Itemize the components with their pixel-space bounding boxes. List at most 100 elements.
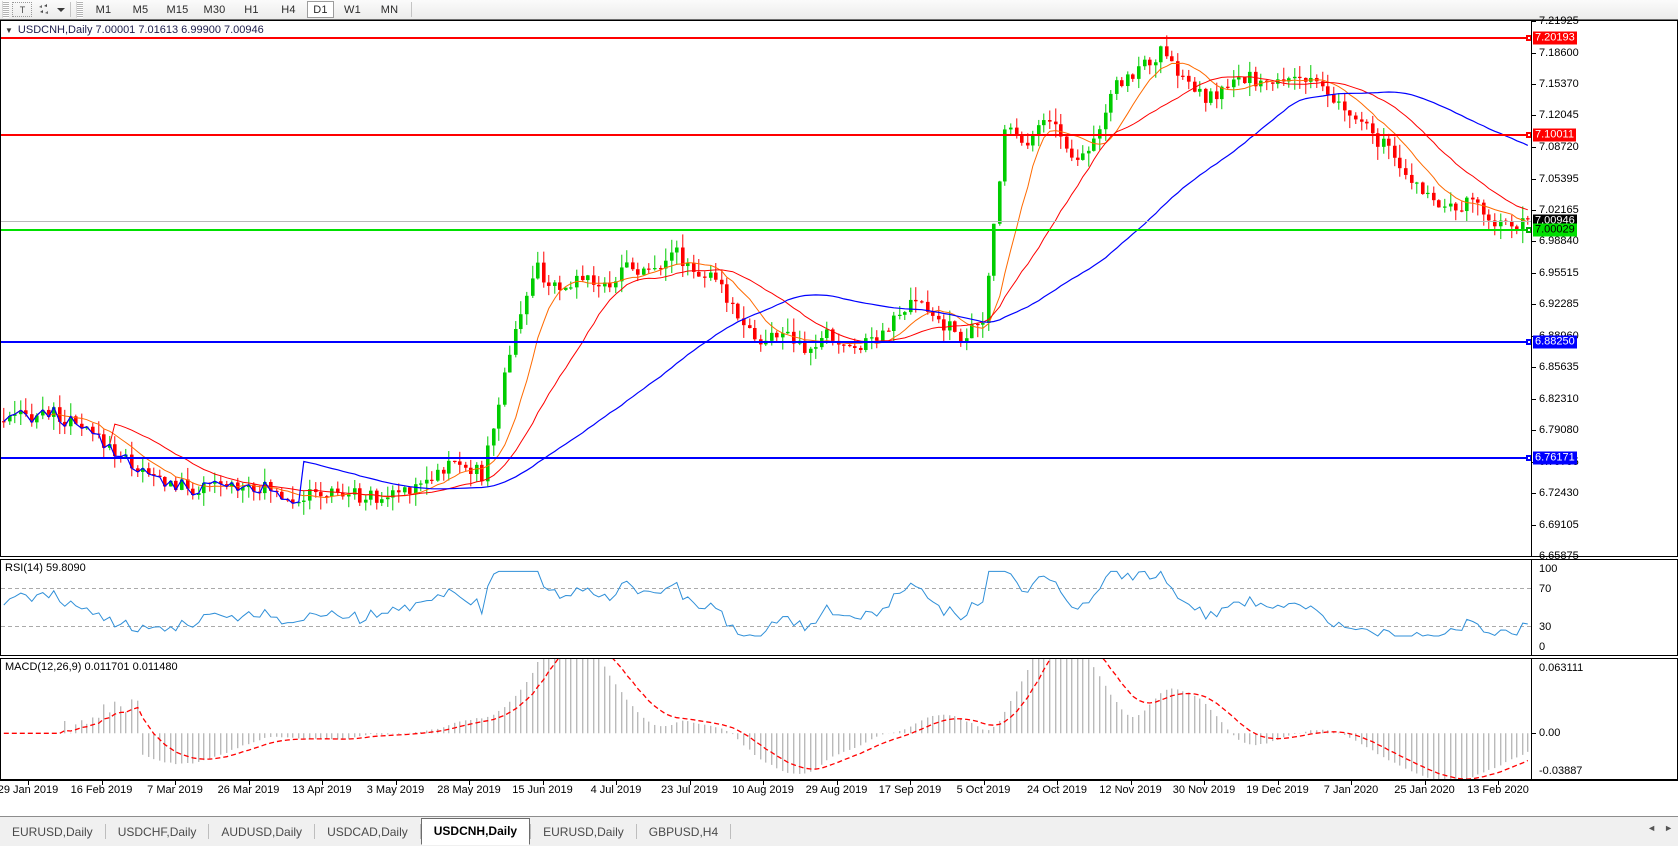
price-tick: [1532, 115, 1536, 117]
level-line-resistance-upper[interactable]: [1, 34, 1531, 41]
timeframe-m5[interactable]: M5: [132, 3, 149, 16]
date-tick-label: 28 May 2019: [437, 784, 501, 796]
date-tick-label: 7 Mar 2019: [147, 784, 203, 796]
date-tick-label: 29 Aug 2019: [805, 784, 868, 796]
date-tick-label: 12 Nov 2019: [1099, 784, 1162, 796]
price-tick: [1532, 525, 1536, 527]
price-tick-label: 6.69105: [1539, 519, 1579, 532]
tab-scroll-left-icon[interactable]: ◄: [1647, 823, 1657, 833]
chart-tab-eurusd-daily[interactable]: EURUSD,Daily: [12, 825, 93, 839]
rsi-axis: 100 70 30 0: [1531, 560, 1677, 655]
date-tick: [689, 781, 691, 785]
chart-tab-eurusd-daily[interactable]: EURUSD,Daily: [543, 825, 624, 839]
chart-tab-gbpusd-h4[interactable]: GBPUSD,H4: [648, 825, 719, 839]
price-tick-label: 6.95515: [1539, 267, 1579, 280]
timeframe-m15[interactable]: M15: [166, 3, 189, 16]
price-tick-label: 6.72430: [1539, 487, 1579, 500]
rsi-label: RSI(14) 59.8090: [5, 562, 86, 574]
price-badge-pivot-level: 7.00029: [1533, 223, 1577, 237]
timeframe-mn[interactable]: MN: [380, 3, 399, 16]
timeframe-h1[interactable]: H1: [244, 3, 259, 16]
date-tick-label: 4 Jul 2019: [590, 784, 642, 796]
price-badge-resistance-lower: 7.10011: [1533, 128, 1576, 142]
price-tick: [1532, 303, 1536, 305]
indicators-icon[interactable]: [33, 1, 55, 18]
chart-symbol-header: ▼ USDCNH,Daily 7.00001 7.01613 6.99900 7…: [5, 24, 264, 36]
chart-tab-usdchf-daily[interactable]: USDCHF,Daily: [117, 825, 197, 839]
toolbar-divider: [70, 2, 71, 17]
date-tick-label: 29 Jan 2019: [0, 784, 59, 796]
timeframe-grip[interactable]: [76, 1, 83, 18]
price-pane[interactable]: ▼ USDCNH,Daily 7.00001 7.01613 6.99900 7…: [0, 15, 1678, 562]
date-tick-label: 23 Jul 2019: [661, 784, 718, 796]
svg-text:T: T: [19, 5, 25, 15]
tab-separator: [419, 824, 421, 839]
price-badge-support-upper: 6.88250: [1533, 335, 1577, 349]
date-tick-label: 7 Jan 2020: [1323, 784, 1379, 796]
timeframe-m1[interactable]: M1: [95, 3, 112, 16]
macd-tick-label: -0.03887: [1539, 765, 1583, 777]
macd-zero-tick: [1532, 733, 1536, 735]
tab-separator: [314, 824, 316, 839]
date-tick: [836, 781, 838, 785]
price-tick-label: 7.08720: [1539, 141, 1579, 154]
chart-tab-usdcnh-daily[interactable]: USDCNH,Daily: [420, 818, 531, 845]
chart-area[interactable]: ▼ ▼ USDCNH,Daily 7.00001 7.01613 6.99900…: [0, 15, 1678, 816]
level-line-resistance-lower[interactable]: [1, 131, 1531, 138]
tab-separator: [530, 824, 532, 839]
tab-separator: [635, 824, 637, 839]
level-handle[interactable]: [1526, 339, 1531, 346]
chart-tab-audusd-daily[interactable]: AUDUSD,Daily: [221, 825, 303, 839]
main-toolbar: T M1 M5 M15 M30 H1 H4 D1 W1 MN: [0, 0, 1678, 20]
level-handle[interactable]: [1526, 131, 1531, 138]
chevron-down-icon[interactable]: [55, 1, 67, 18]
timeframe-h4[interactable]: H4: [281, 3, 296, 16]
crosshair-text-icon[interactable]: T: [11, 1, 33, 18]
timeframe-m30[interactable]: M30: [203, 3, 226, 16]
date-tick: [983, 781, 985, 785]
price-tick: [1532, 367, 1536, 369]
macd-label: MACD(12,26,9) 0.011701 0.011480: [5, 661, 178, 673]
macd-tick-label: 0.063111: [1539, 662, 1584, 674]
level-handle[interactable]: [1526, 226, 1531, 233]
date-tick: [1498, 781, 1499, 785]
price-axis[interactable]: 7.21925 7.18600 7.15370 7.12045 7.08720 7.053…: [1531, 15, 1677, 562]
date-tick: [101, 781, 103, 785]
date-tick: [395, 781, 397, 785]
tab-scroll-right-icon[interactable]: ►: [1664, 823, 1673, 833]
price-tick-label: 6.82310: [1539, 393, 1579, 406]
toolbar-divider-2: [411, 2, 412, 17]
collapse-triangle-icon[interactable]: ▼: [5, 25, 13, 35]
date-tick-label: 13 Apr 2019: [292, 784, 352, 796]
date-axis[interactable]: 29 Jan 2019 16 Feb 2019 7 Mar 2019 26 Mar 2…: [0, 780, 1678, 800]
date-tick: [1424, 781, 1426, 785]
price-tick-label: 7.15370: [1539, 77, 1579, 90]
price-plot[interactable]: [1, 21, 1531, 556]
rsi-plot[interactable]: [1, 560, 1531, 655]
macd-plot[interactable]: [1, 659, 1531, 779]
price-tick-label: 7.12045: [1539, 109, 1579, 122]
tab-scroll-controls[interactable]: ◄ ►: [1644, 823, 1676, 833]
timeframe-w1[interactable]: W1: [344, 3, 361, 16]
price-tick: [1532, 209, 1536, 211]
date-tick: [175, 781, 176, 785]
timeframe-d1[interactable]: D1: [307, 1, 334, 18]
level-handle[interactable]: [1526, 454, 1531, 461]
chart-tab-usdcad-daily[interactable]: USDCAD,Daily: [327, 825, 408, 839]
rsi-pane[interactable]: RSI(14) 59.8090 100 70 30 0: [0, 559, 1678, 656]
date-tick-label: 16 Feb 2019: [70, 784, 133, 796]
price-tick-label: 7.21925: [1539, 15, 1579, 27]
level-line-support-lower[interactable]: [1, 454, 1531, 461]
level-line-pivot-level[interactable]: [1, 226, 1531, 233]
macd-pane[interactable]: MACD(12,26,9) 0.011701 0.011480 0.063111…: [0, 658, 1678, 780]
level-line-support-upper[interactable]: [1, 339, 1531, 346]
level-handle[interactable]: [1526, 34, 1531, 41]
price-tick-label: 7.02165: [1539, 203, 1579, 216]
price-tick: [1532, 556, 1536, 557]
date-tick-label: 24 Oct 2019: [1027, 784, 1087, 796]
chart-tabbar: EURUSD,Daily USDCHF,Daily AUDUSD,Daily USDC…: [0, 816, 1678, 846]
date-tick: [1204, 781, 1205, 785]
tab-separator: [104, 824, 106, 839]
date-tick: [616, 781, 617, 785]
toolbar-grip[interactable]: [2, 1, 9, 18]
